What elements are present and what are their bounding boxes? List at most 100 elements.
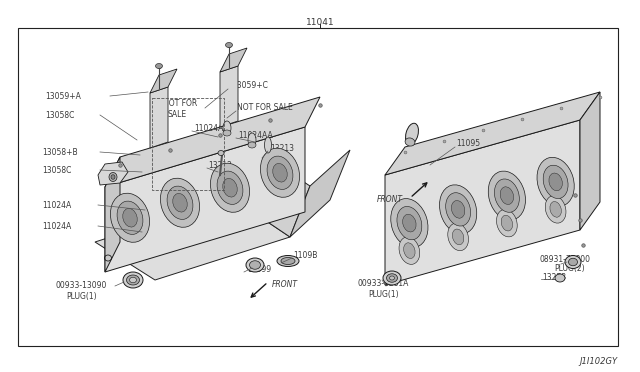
Ellipse shape: [549, 173, 563, 191]
Ellipse shape: [273, 163, 287, 182]
Text: 11024AA: 11024AA: [238, 131, 273, 140]
Ellipse shape: [537, 157, 574, 206]
Polygon shape: [232, 148, 310, 237]
Text: 13273: 13273: [542, 273, 566, 282]
Ellipse shape: [497, 209, 517, 237]
Ellipse shape: [500, 187, 513, 205]
Text: 13212: 13212: [208, 160, 232, 170]
Ellipse shape: [399, 237, 420, 264]
Text: J1I102GY: J1I102GY: [580, 357, 618, 366]
Ellipse shape: [167, 186, 193, 219]
Text: 11099: 11099: [247, 266, 271, 275]
Bar: [152, 98, 224, 190]
Text: 11024A: 11024A: [42, 221, 71, 231]
Text: 13059+A: 13059+A: [45, 92, 81, 100]
Ellipse shape: [127, 275, 140, 285]
Text: NOT FOR: NOT FOR: [163, 99, 197, 108]
Ellipse shape: [404, 243, 415, 259]
Bar: [18, 28, 618, 346]
Text: PLUG(2): PLUG(2): [554, 264, 584, 273]
Text: 11095: 11095: [456, 138, 480, 148]
Ellipse shape: [448, 223, 468, 251]
Text: 11024A: 11024A: [42, 201, 71, 209]
Ellipse shape: [391, 199, 428, 248]
Ellipse shape: [568, 258, 577, 266]
Text: 1109B: 1109B: [293, 250, 317, 260]
Polygon shape: [385, 92, 600, 175]
Ellipse shape: [211, 163, 250, 212]
Polygon shape: [105, 127, 305, 272]
Ellipse shape: [495, 179, 519, 212]
Ellipse shape: [555, 274, 565, 282]
Text: PLUG(1): PLUG(1): [368, 289, 399, 298]
Polygon shape: [105, 157, 120, 272]
Ellipse shape: [403, 214, 416, 232]
Ellipse shape: [129, 277, 136, 283]
Ellipse shape: [440, 185, 477, 234]
Polygon shape: [220, 48, 247, 72]
Ellipse shape: [156, 64, 163, 68]
Polygon shape: [150, 87, 168, 148]
Polygon shape: [150, 69, 177, 93]
Text: FRONT: FRONT: [377, 195, 403, 203]
Text: 13058C: 13058C: [45, 110, 74, 119]
Ellipse shape: [260, 148, 300, 197]
Ellipse shape: [281, 257, 295, 264]
Text: 13058C: 13058C: [42, 166, 72, 174]
Ellipse shape: [387, 274, 397, 282]
Text: SALE: SALE: [168, 109, 187, 119]
Ellipse shape: [161, 178, 200, 227]
Ellipse shape: [277, 256, 299, 266]
Ellipse shape: [217, 171, 243, 204]
Ellipse shape: [173, 193, 188, 212]
Ellipse shape: [223, 179, 237, 197]
Text: 08931-71800: 08931-71800: [540, 254, 591, 263]
Ellipse shape: [123, 208, 137, 227]
Text: NOT FOR SALE: NOT FOR SALE: [237, 103, 292, 112]
Ellipse shape: [248, 133, 256, 147]
Text: 13059+C: 13059+C: [232, 80, 268, 90]
Polygon shape: [220, 66, 238, 127]
Polygon shape: [95, 198, 290, 280]
Ellipse shape: [223, 121, 231, 135]
Polygon shape: [385, 120, 580, 285]
Ellipse shape: [565, 256, 581, 269]
Ellipse shape: [109, 173, 117, 182]
Ellipse shape: [218, 151, 224, 155]
Ellipse shape: [111, 193, 150, 242]
Ellipse shape: [390, 276, 394, 280]
Text: 13213: 13213: [270, 144, 294, 153]
Ellipse shape: [405, 138, 415, 146]
Text: 11024AA: 11024AA: [194, 124, 228, 132]
Ellipse shape: [117, 201, 143, 234]
Ellipse shape: [452, 229, 464, 245]
Ellipse shape: [543, 165, 568, 199]
Text: 00933-13090: 00933-13090: [55, 280, 106, 289]
Ellipse shape: [451, 201, 465, 218]
Ellipse shape: [225, 42, 232, 48]
Ellipse shape: [248, 142, 256, 148]
Polygon shape: [105, 97, 320, 187]
Ellipse shape: [501, 215, 513, 231]
Ellipse shape: [246, 258, 264, 272]
Ellipse shape: [383, 271, 401, 285]
Polygon shape: [580, 92, 600, 230]
Text: PLUG(1): PLUG(1): [66, 292, 97, 301]
Ellipse shape: [488, 171, 525, 220]
Ellipse shape: [545, 196, 566, 223]
Text: 11041: 11041: [306, 18, 334, 27]
Ellipse shape: [267, 156, 293, 189]
Ellipse shape: [111, 175, 115, 179]
Text: FRONT: FRONT: [272, 280, 298, 289]
Ellipse shape: [406, 123, 419, 145]
Ellipse shape: [264, 137, 271, 153]
Polygon shape: [290, 150, 350, 237]
Polygon shape: [98, 162, 128, 185]
Ellipse shape: [445, 193, 470, 226]
Ellipse shape: [223, 130, 231, 136]
Text: 13058+B: 13058+B: [42, 148, 77, 157]
Text: 00933-1281A: 00933-1281A: [358, 279, 410, 289]
Ellipse shape: [250, 261, 260, 269]
Ellipse shape: [397, 206, 422, 240]
Ellipse shape: [550, 202, 561, 217]
